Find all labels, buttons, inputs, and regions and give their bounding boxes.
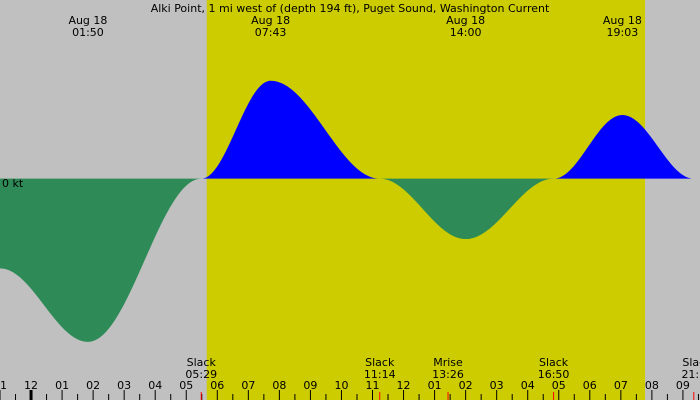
hour-ticks: 11 12 01 02 03 04 05 06 07 08 09 10 11 12 01 02 03 04 05 06…: [0, 379, 699, 400]
hour-tick-label-3: 02: [86, 379, 100, 392]
hour-tick-label-18: 05: [552, 379, 566, 392]
bottom-event-label-2: Mrise: [433, 356, 463, 369]
bottom-event-labels: Slack05:29Slack11:14Mrise13:26Slack16:50…: [185, 356, 700, 400]
hour-tick-label-21: 08: [645, 379, 659, 392]
bottom-event-label-0: Slack: [187, 356, 217, 369]
hour-tick-label-22: 09: [676, 379, 690, 392]
hour-tick-label-20: 07: [614, 379, 628, 392]
hour-tick-label-6: 05: [179, 379, 193, 392]
top-event-time-3: 19:03: [607, 26, 639, 39]
hour-tick-label-9: 08: [272, 379, 286, 392]
hour-tick-label-15: 02: [459, 379, 473, 392]
bottom-event-label-4: Slac: [682, 356, 700, 369]
top-event-date-2: Aug 18: [446, 14, 485, 27]
current-areas: [0, 80, 700, 342]
hour-tick-label-17: 04: [521, 379, 535, 392]
top-event-date-0: Aug 18: [68, 14, 107, 27]
flood-area-1: [202, 80, 379, 179]
bottom-event-label-1: Slack: [365, 356, 395, 369]
chart-title: Alki Point, 1 mi west of (depth 194 ft),…: [151, 2, 550, 15]
top-event-time-2: 14:00: [450, 26, 482, 39]
bottom-event-label-3: Slack: [539, 356, 569, 369]
bottom-event-time-3: 16:50: [538, 368, 570, 381]
hour-tick-label-14: 01: [428, 379, 442, 392]
top-event-time-1: 07:43: [255, 26, 287, 39]
hour-tick-label-8: 07: [241, 379, 255, 392]
hour-tick-label-10: 09: [303, 379, 317, 392]
top-event-time-0: 01:50: [72, 26, 104, 39]
hour-tick-label-2: 01: [55, 379, 69, 392]
hour-tick-label-4: 03: [117, 379, 131, 392]
hour-tick-label-16: 03: [490, 379, 504, 392]
hour-tick-label-0: 11: [0, 379, 7, 392]
top-event-date-3: Aug 18: [603, 14, 642, 27]
hour-tick-label-12: 11: [366, 379, 380, 392]
top-event-date-1: Aug 18: [251, 14, 290, 27]
bottom-event-time-0: 05:29: [185, 368, 217, 381]
flood-area-3: [554, 115, 700, 179]
bottom-event-time-1: 11:14: [364, 368, 396, 381]
hour-tick-label-5: 04: [148, 379, 162, 392]
ebb-area-0: [0, 178, 201, 342]
hour-tick-label-7: 06: [210, 379, 224, 392]
hour-tick-label-19: 06: [583, 379, 597, 392]
hour-tick-label-1: 12: [24, 379, 38, 392]
bottom-event-time-2: 13:26: [432, 368, 464, 381]
bottom-event-time-4: 21:2: [681, 368, 700, 381]
ebb-area-2: [380, 178, 553, 240]
hour-tick-label-13: 12: [397, 379, 411, 392]
zero-kt-label: 0 kt: [2, 177, 24, 190]
hour-tick-label-11: 10: [334, 379, 348, 392]
